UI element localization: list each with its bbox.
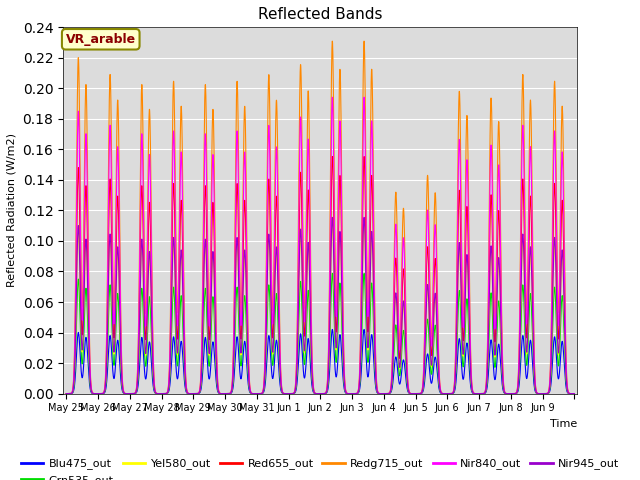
Line: Red655_out: Red655_out [67,156,574,394]
Red655_out [463,215,470,220]
Legend: Blu475_out, Grn535_out, Yel580_out, Red655_out, Redg715_out, Nir840_out, Nir945_: Blu475_out, Grn535_out, Yel580_out, Red6… [17,454,624,480]
Red655_out [570,391,578,396]
Nir840_out [493,251,500,257]
Text: VR_arable: VR_arable [66,33,136,46]
Nir945_out [360,215,368,220]
Yel580_out [570,391,578,396]
Red655_out [430,284,438,289]
Blu475_out [63,391,70,396]
Blu475_out [565,391,573,396]
Title: Reflected Bands: Reflected Bands [258,7,383,22]
Grn535_out [360,271,368,276]
Grn535_out [493,334,500,340]
Nir945_out [463,260,470,265]
Blu475_out [493,360,500,366]
Grn535_out [565,390,573,396]
Grn535_out [385,391,393,396]
Blu475_out [430,362,438,368]
Red655_out [166,344,174,349]
Nir840_out [166,332,174,338]
Nir840_out [63,391,70,396]
Yel580_out [166,358,174,363]
Nir945_out [565,390,573,396]
X-axis label: Time: Time [550,419,577,429]
Grn535_out [63,391,70,396]
Nir945_out [385,391,393,396]
Red655_out [493,279,500,285]
Redg715_out [385,390,393,396]
Grn535_out [166,367,174,373]
Grn535_out [430,336,438,342]
Redg715_out [570,391,578,396]
Blu475_out [570,391,578,396]
Nir840_out [463,170,470,176]
Redg715_out [63,391,70,396]
Blu475_out [166,378,174,384]
Nir945_out [493,308,500,313]
Nir945_out [166,356,174,362]
Yel580_out [430,315,438,321]
Grn535_out [570,391,578,396]
Red655_out [360,154,368,159]
Yel580_out [360,223,368,228]
Redg715_out [463,129,470,135]
Blu475_out [385,391,393,396]
Yel580_out [385,391,393,396]
Blu475_out [463,343,470,349]
Yel580_out [565,390,573,396]
Redg715_out [493,225,500,230]
Nir945_out [430,311,438,317]
Red655_out [63,391,70,396]
Line: Grn535_out: Grn535_out [67,274,574,394]
Redg715_out [565,390,573,396]
Blu475_out [360,326,368,332]
Grn535_out [463,301,470,307]
Line: Nir945_out: Nir945_out [67,217,574,394]
Nir840_out [360,95,368,100]
Line: Nir840_out: Nir840_out [67,97,574,394]
Nir945_out [570,391,578,396]
Nir840_out [430,257,438,263]
Redg715_out [430,231,438,237]
Y-axis label: Reflected Radiation (W/m2): Reflected Radiation (W/m2) [7,133,17,288]
Redg715_out [166,321,174,327]
Line: Redg715_out: Redg715_out [67,41,574,394]
Red655_out [385,390,393,396]
Line: Yel580_out: Yel580_out [67,226,574,394]
Nir840_out [385,390,393,396]
Nir840_out [565,390,573,396]
Line: Blu475_out: Blu475_out [67,329,574,394]
Nir945_out [63,391,70,396]
Yel580_out [493,312,500,317]
Red655_out [565,390,573,396]
Yel580_out [463,266,470,272]
Redg715_out [360,38,368,44]
Nir840_out [570,391,578,396]
Yel580_out [63,391,70,396]
